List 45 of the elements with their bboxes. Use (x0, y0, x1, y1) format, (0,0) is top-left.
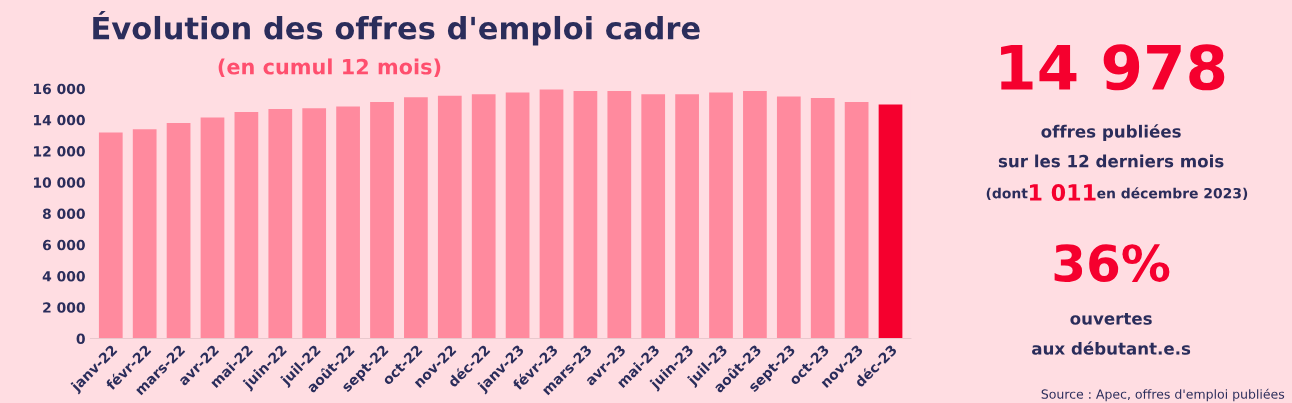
bar (675, 94, 699, 339)
y-tick-label: 4 000 (42, 271, 85, 282)
bar (539, 89, 564, 339)
bar (437, 95, 462, 339)
text: 1 011 (1030, 184, 1096, 201)
bar (743, 91, 767, 339)
bar (878, 104, 903, 339)
y-tick-label: 0 (76, 333, 85, 344)
text: ouvertes (1070, 312, 1152, 325)
chart-subtitle: (en cumul 12 mois) (218, 58, 441, 78)
bar (573, 91, 598, 339)
y-tick-label: 12 000 (33, 146, 85, 157)
y-tick-label: 10 000 (33, 177, 85, 188)
text: en décembre 2023) (1097, 187, 1248, 201)
bar (641, 94, 666, 339)
bar (302, 108, 327, 339)
text: 36% (1054, 244, 1170, 283)
bar (336, 106, 360, 339)
chart-title: Évolution des offres d'emploi cadre (93, 10, 700, 46)
bar (709, 92, 733, 339)
text: offres publiées (1041, 124, 1181, 141)
bar (505, 92, 530, 339)
text: (dont (986, 187, 1028, 201)
bar (471, 94, 496, 339)
y-tick-label: 8 000 (42, 208, 85, 220)
y-tick-label: 14 000 (33, 114, 85, 126)
text: 14 978 (1001, 44, 1225, 91)
bar (234, 112, 259, 339)
text: aux débutant.e.s (1032, 341, 1191, 355)
y-tick-label: 2 000 (43, 302, 85, 313)
bar (370, 101, 394, 339)
bar (268, 108, 293, 339)
source-note: Source : Apec, offres d'emploi publiées (1041, 388, 1285, 402)
bar (200, 117, 225, 339)
bar (98, 132, 123, 339)
bar (844, 101, 869, 339)
bar (404, 97, 428, 339)
bar (166, 123, 191, 339)
bar (810, 98, 835, 339)
text: sur les 12 derniers mois (998, 154, 1224, 168)
bar (607, 91, 632, 339)
bar (132, 129, 157, 339)
bar (776, 96, 801, 339)
y-tick-label: 16 000 (33, 83, 85, 95)
y-tick-label: 6 000 (42, 239, 85, 251)
